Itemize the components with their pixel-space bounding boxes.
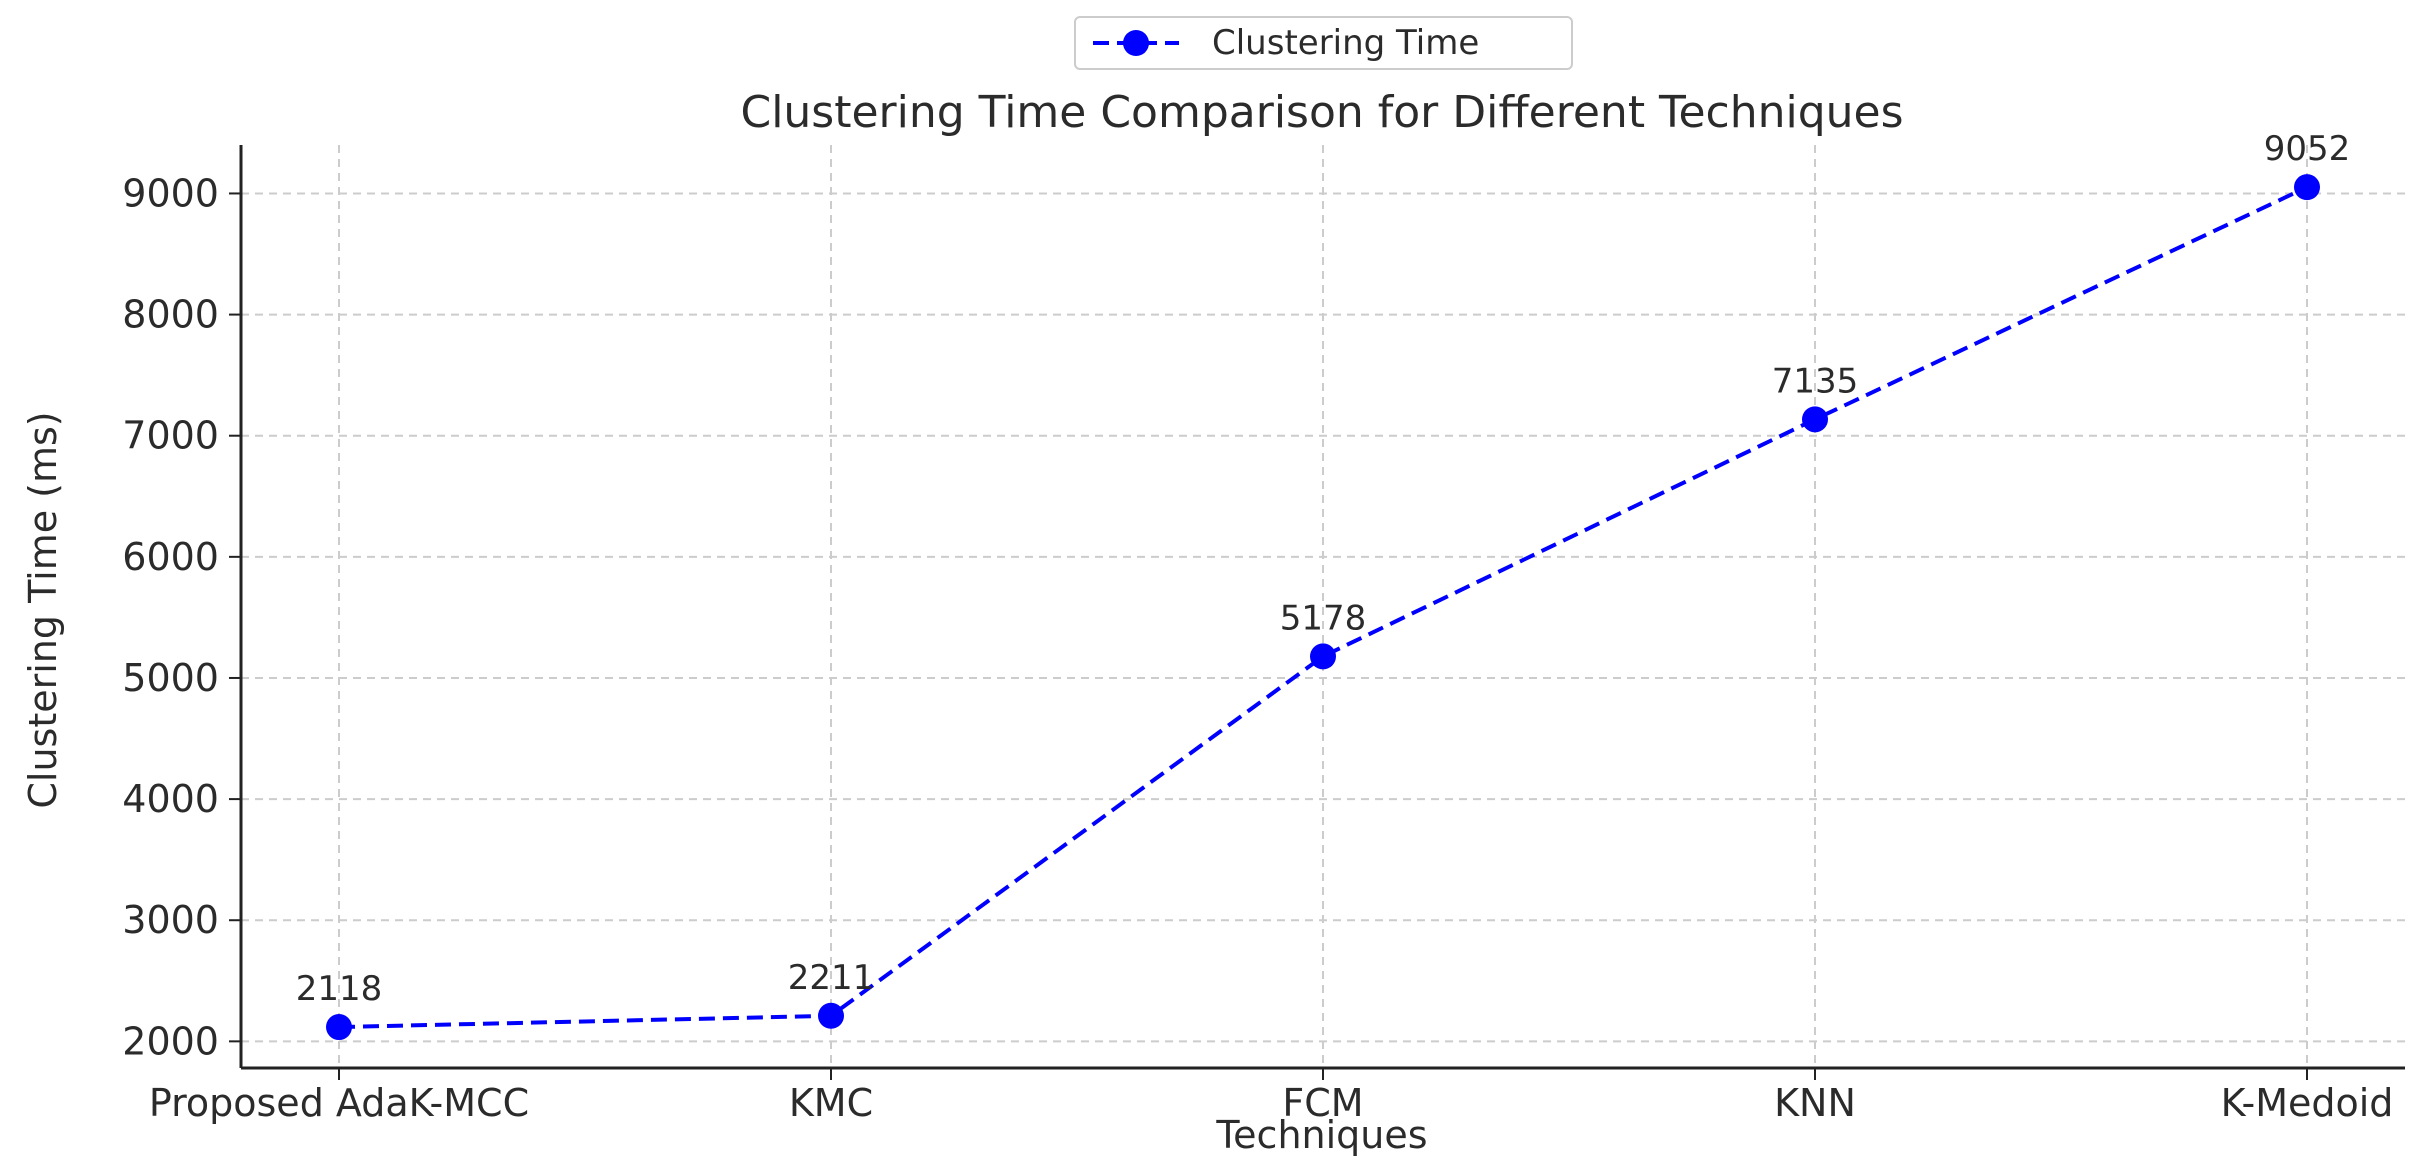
y-tick-label: 9000 <box>122 171 219 215</box>
y-tick-label: 3000 <box>122 898 219 942</box>
legend-box <box>1074 16 1573 70</box>
x-tick-label: KMC <box>789 1081 873 1125</box>
legend-label: Clustering Time <box>1212 23 1479 63</box>
y-tick-label: 8000 <box>122 293 219 337</box>
x-tick-label: KNN <box>1774 1081 1856 1125</box>
y-tick-label: 6000 <box>122 535 219 579</box>
chart-title: Clustering Time Comparison for Different… <box>740 87 1903 138</box>
data-label: 2118 <box>296 969 383 1009</box>
data-label: 7135 <box>1772 361 1859 401</box>
data-point <box>1802 406 1828 433</box>
legend: Clustering Time <box>1074 16 1573 70</box>
data-point <box>818 1002 844 1029</box>
y-tick-label: 4000 <box>122 777 219 821</box>
data-label: 9052 <box>2264 129 2351 169</box>
x-tick-label: FCM <box>1282 1081 1363 1125</box>
y-tick-label: 2000 <box>122 1019 219 1063</box>
x-tick-label: K-Medoid <box>2221 1081 2394 1125</box>
data-point <box>326 1014 352 1041</box>
data-point <box>2294 174 2320 201</box>
labels-layer: 2000 3000 4000 5000 6000 7000 8000 9000 Proposed… <box>122 129 2393 1125</box>
data-label: 2211 <box>788 958 875 998</box>
y-tick-label: 5000 <box>122 656 219 700</box>
legend-marker-icon <box>1123 30 1149 56</box>
axes-layer <box>229 145 2405 1080</box>
x-tick-label: Proposed AdaK-MCC <box>149 1081 529 1125</box>
data-point <box>1310 643 1336 670</box>
data-label: 5178 <box>1280 598 1367 638</box>
x-axis-title: Techniques <box>1215 1113 1427 1157</box>
y-tick-label: 7000 <box>122 414 219 458</box>
series-line <box>338 185 2308 1030</box>
grid-layer <box>241 145 2405 1068</box>
series-layer <box>326 174 2320 1041</box>
y-axis-title: Clustering Time (ms) <box>21 411 65 808</box>
